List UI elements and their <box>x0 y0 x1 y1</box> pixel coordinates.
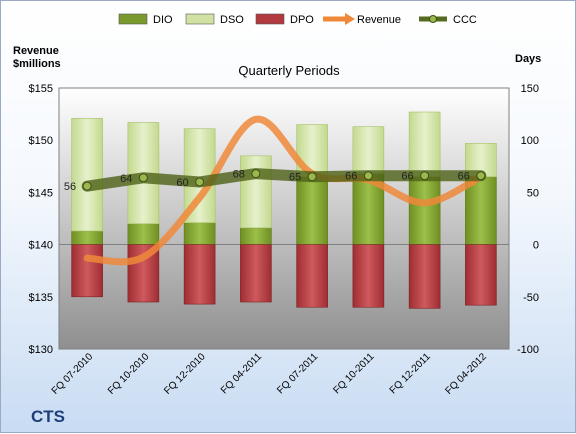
dso-bar-6 <box>408 111 441 178</box>
plot-area <box>58 87 510 350</box>
right-tick-label-2: 0 <box>533 240 539 252</box>
legend-label-revenue: Revenue <box>357 14 401 26</box>
ccc-label-6: 66 <box>401 171 413 183</box>
legend-label-ccc: CCC <box>453 14 477 26</box>
ccc-point-5 <box>363 171 373 181</box>
category-label-6: FQ 12-2011 <box>388 351 433 396</box>
dio-bar-0 <box>71 230 103 245</box>
dso-bar-5 <box>352 126 385 174</box>
dpo-bar-2 <box>183 244 216 305</box>
right-tick-label-3: 50 <box>527 187 539 199</box>
legend: DIO DSO DPO Revenue CCC <box>118 13 477 26</box>
ccc-point-0 <box>82 181 92 191</box>
ccc-point-4 <box>307 172 317 182</box>
dio-bar-6 <box>408 176 441 245</box>
ccc-line <box>81 168 487 192</box>
dpo-bar-7 <box>465 244 497 306</box>
dio-bar-3 <box>240 227 272 245</box>
left-tick-label-2: $140 <box>29 240 53 252</box>
left-tick-label-4: $150 <box>29 135 53 147</box>
ccc-label-2: 60 <box>176 177 188 189</box>
ccc-label-3: 68 <box>233 169 245 181</box>
category-label-3: FQ 04-2011 <box>219 351 264 396</box>
dio-bar-1 <box>127 223 160 245</box>
left-tick-label-0: $130 <box>29 344 53 356</box>
ccc-point-1 <box>138 173 148 183</box>
ccc-point-6 <box>420 171 430 181</box>
legend-dot-ccc <box>429 15 437 23</box>
left-tick-label-1: $135 <box>29 292 53 304</box>
legend-swatch-dpo <box>255 13 285 25</box>
left-axis-title-line2: $millions <box>13 58 61 70</box>
ccc-label-5: 66 <box>345 171 357 183</box>
ccc-label-1: 64 <box>120 173 132 185</box>
chart-title: Quarterly Periods <box>238 63 340 78</box>
left-tick-label-5: $155 <box>29 83 53 95</box>
right-tick-label-1: -50 <box>523 292 539 304</box>
category-label-2: FQ 12-2010 <box>162 351 208 397</box>
ccc-point-3 <box>251 169 261 179</box>
company-name: CTS <box>31 407 65 426</box>
legend-swatch-dso <box>185 13 215 25</box>
right-tick-label-0: -100 <box>517 344 539 356</box>
category-label-7: FQ 04-2012 <box>443 351 489 397</box>
left-axis-title-line1: Revenue <box>13 45 59 57</box>
dso-bar-3 <box>240 155 272 229</box>
ccc-label-7: 66 <box>458 171 470 183</box>
ccc-point-7 <box>476 171 486 181</box>
dpo-bar-3 <box>240 244 272 303</box>
category-label-4: FQ 07-2011 <box>275 351 320 396</box>
dpo-bar-0 <box>71 244 103 298</box>
right-tick-label-4: 100 <box>521 135 539 147</box>
category-label-1: FQ 10-2010 <box>106 351 152 397</box>
dio-bar-4 <box>296 176 328 245</box>
category-label-0: FQ 07-2010 <box>50 351 96 397</box>
dio-bar-2 <box>183 222 216 245</box>
category-label-5: FQ 10-2011 <box>332 351 377 396</box>
ccc-point-2 <box>195 177 205 187</box>
legend-label-dio: DIO <box>153 14 173 26</box>
dpo-bar-5 <box>352 244 385 308</box>
ccc-label-4: 65 <box>289 172 301 184</box>
dpo-bar-4 <box>296 244 328 308</box>
right-tick-label-5: 150 <box>521 83 539 95</box>
left-axis-title: Revenue $millions <box>13 45 61 71</box>
dso-bar-0 <box>71 117 103 232</box>
left-tick-label-3: $145 <box>29 187 53 199</box>
legend-label-dpo: DPO <box>290 14 314 26</box>
legend-arrowhead-revenue <box>345 13 355 25</box>
legend-label-dso: DSO <box>220 14 244 26</box>
right-axis-title: Days <box>515 53 542 65</box>
legend-swatch-dio <box>118 13 148 25</box>
dpo-bar-6 <box>408 244 441 309</box>
ccc-label-0: 56 <box>64 181 76 193</box>
revenue-line <box>83 115 485 266</box>
